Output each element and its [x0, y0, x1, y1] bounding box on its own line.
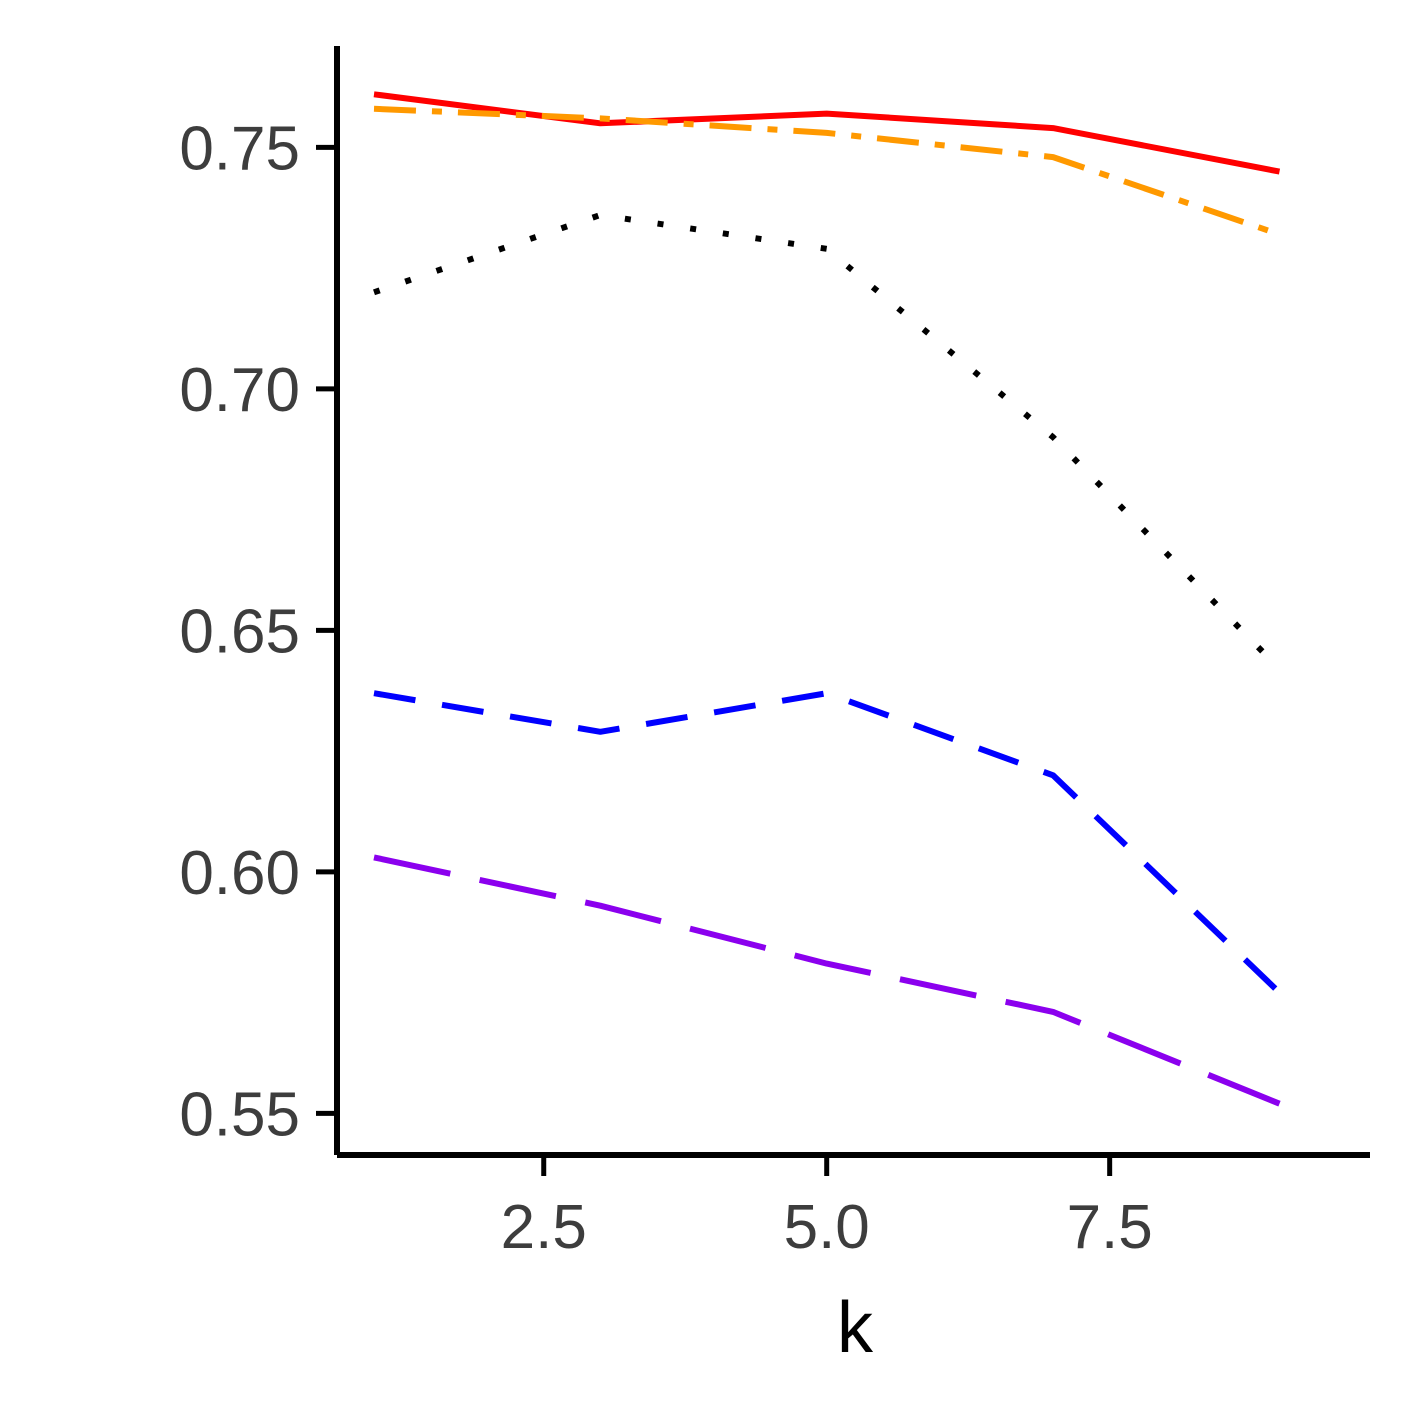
- series-line-3: [373, 212, 1282, 672]
- x-axis-title: k: [837, 1288, 874, 1368]
- axes: 0.55 0.60 0.65 0.70 0.75 2.5 5.0 7.5: [179, 46, 1370, 1262]
- x-tick-label: 5.0: [784, 1193, 870, 1262]
- y-tick-label: 0.70: [179, 356, 300, 425]
- plot-area: [373, 91, 1282, 1107]
- y-tick-label: 0.65: [179, 597, 300, 666]
- y-axis-ticks: 0.55 0.60 0.65 0.70 0.75: [179, 114, 337, 1149]
- series-line-2: [373, 105, 1281, 238]
- x-tick-label: 7.5: [1067, 1193, 1153, 1262]
- y-tick-label: 0.55: [179, 1080, 300, 1149]
- series-line-4: [373, 690, 1282, 995]
- series-line-5: [373, 854, 1281, 1107]
- x-tick-label: 2.5: [501, 1193, 587, 1262]
- y-tick-label: 0.60: [179, 839, 300, 908]
- y-tick-label: 0.75: [179, 114, 300, 183]
- x-axis-ticks: 2.5 5.0 7.5: [501, 1155, 1153, 1262]
